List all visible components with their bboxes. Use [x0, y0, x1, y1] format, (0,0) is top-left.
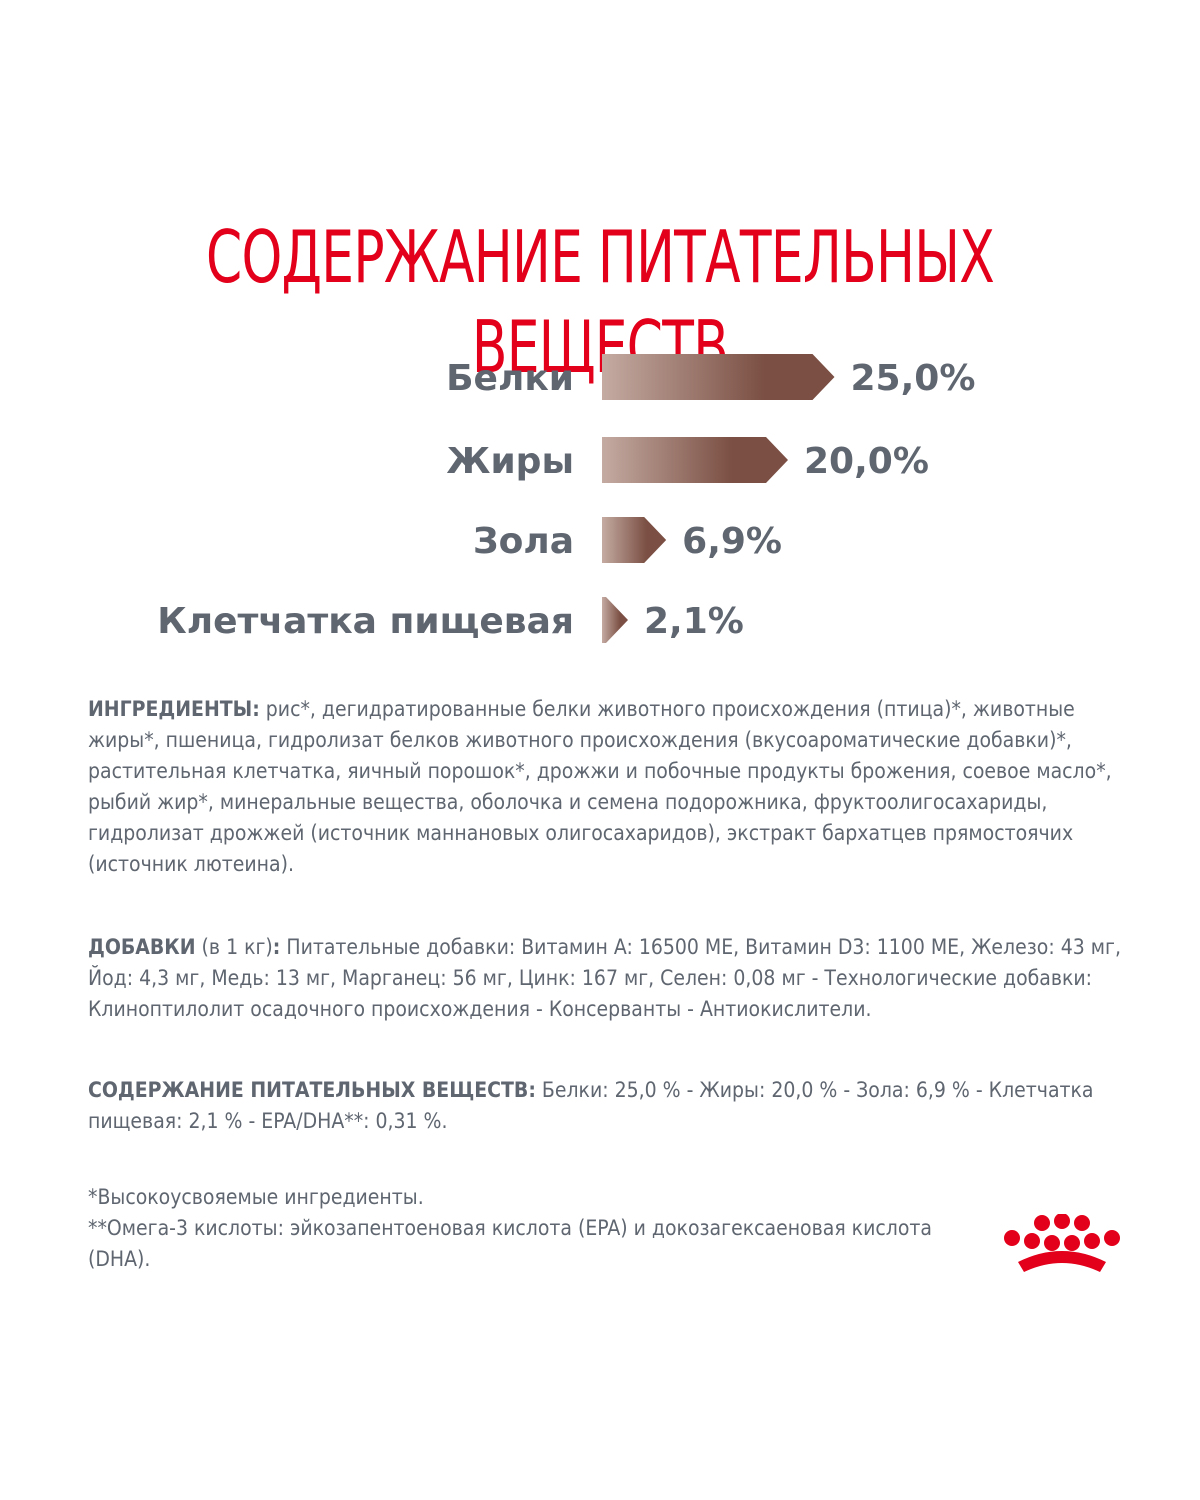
value-label-0: 25,0% — [851, 358, 976, 399]
category-label-2: Зола — [473, 521, 574, 562]
value-label-3: 2,1% — [644, 601, 744, 642]
nutrients-text: Белки: 25,0 % - Жиры: 20,0 % - Зола: 6,9… — [88, 1078, 1094, 1133]
value-label-2: 6,9% — [682, 521, 782, 562]
ingredients-text: рис*, дегидратированные белки животного … — [88, 697, 1112, 876]
additives-text: Питательные добавки: Витамин A: 16500 МЕ… — [88, 935, 1121, 1021]
nutrients-label: СОДЕРЖАНИЕ ПИТАТЕЛЬНЫХ ВЕЩЕСТВ: — [88, 1078, 536, 1102]
page-title: СОДЕРЖАНИЕ ПИТАТЕЛЬНЫХ ВЕЩЕСТВ — [205, 215, 995, 389]
footnote-2: **Омега-3 кислоты: эйкозапентоеновая кис… — [88, 1216, 932, 1271]
additives-label: ДОБАВКИ — [88, 935, 196, 959]
additives-sub: (в 1 кг) — [195, 935, 273, 959]
bar-3 — [602, 597, 628, 643]
bar-1 — [602, 437, 788, 483]
category-label-3: Клетчатка пищевая — [157, 601, 574, 642]
nutrient-bar-chart: Белки 25,0% Жиры 20,0% Зола 6,9% Клетчатка пищ… — [157, 354, 976, 643]
bar-2 — [602, 517, 667, 563]
royal-canin-crown-icon — [1004, 1214, 1120, 1272]
bar-0 — [602, 354, 835, 400]
footnote-1: *Высокоусвояемые ингредиенты. — [88, 1185, 424, 1209]
category-label-0: Белки — [446, 358, 574, 399]
category-label-1: Жиры — [446, 441, 574, 482]
nutrients-paragraph: СОДЕРЖАНИЕ ПИТАТЕЛЬНЫХ ВЕЩЕСТВ: Белки: 2… — [88, 1075, 1140, 1137]
footnotes: *Высокоусвояемые ингредиенты. **Омега-3 … — [88, 1182, 960, 1275]
additives-colon: : — [272, 935, 281, 959]
ingredients-paragraph: ИНГРЕДИЕНТЫ: рис*, дегидратированные бел… — [88, 694, 1140, 880]
additives-paragraph: ДОБАВКИ (в 1 кг): Питательные добавки: В… — [88, 932, 1140, 1025]
ingredients-label: ИНГРЕДИЕНТЫ: — [88, 697, 260, 721]
value-label-1: 20,0% — [804, 441, 929, 482]
